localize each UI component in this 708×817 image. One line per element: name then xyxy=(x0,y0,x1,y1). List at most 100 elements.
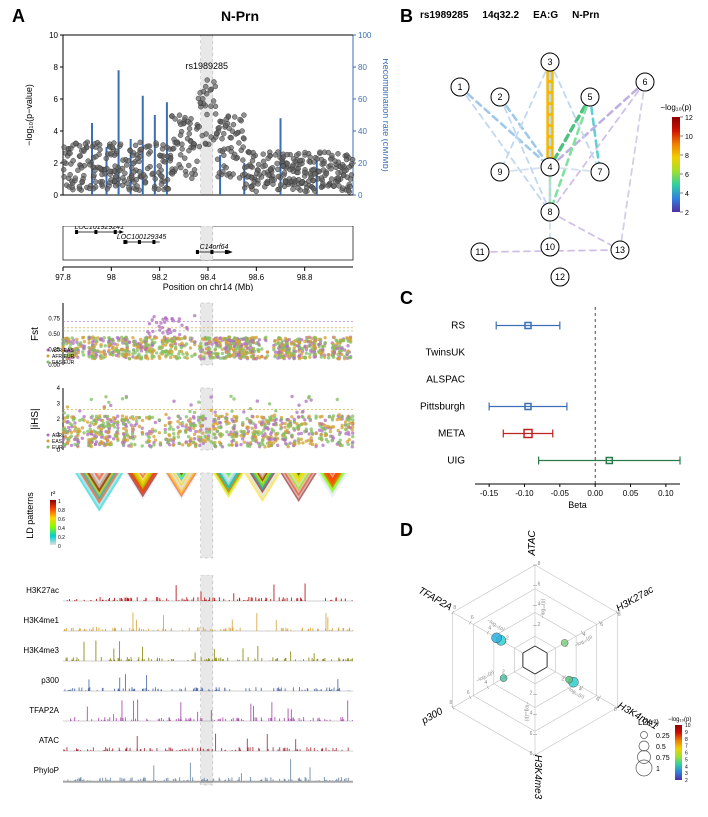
svg-text:0.00: 0.00 xyxy=(587,489,603,498)
svg-text:6: 6 xyxy=(596,697,599,703)
svg-text:8: 8 xyxy=(547,207,552,217)
svg-text:8: 8 xyxy=(685,737,688,743)
svg-text:2: 2 xyxy=(561,677,564,683)
x-axis: 97.89898.298.498.698.8Position on chr14 … xyxy=(18,263,388,291)
svg-text:LOC101929241: LOC101929241 xyxy=(75,226,125,231)
svg-text:LOC100129345: LOC100129345 xyxy=(117,234,167,241)
svg-text:2: 2 xyxy=(685,778,688,784)
svg-text:H3K4me1: H3K4me1 xyxy=(616,700,660,732)
svg-text:0.2: 0.2 xyxy=(58,535,65,541)
network-plot: 12345678910111213−log₁₀(p)24681012 xyxy=(400,22,700,297)
svg-text:2: 2 xyxy=(497,92,502,102)
svg-text:0.75: 0.75 xyxy=(48,317,60,323)
svg-text:H3K4me3: H3K4me3 xyxy=(532,755,543,800)
svg-text:rs1989285: rs1989285 xyxy=(186,61,229,71)
svg-text:−log₁₀(p−value): −log₁₀(p−value) xyxy=(24,84,34,146)
svg-text:6: 6 xyxy=(685,751,688,757)
svg-text:6: 6 xyxy=(530,731,533,737)
svg-text:8: 8 xyxy=(538,561,541,567)
svg-text:10: 10 xyxy=(545,242,555,252)
svg-text:6: 6 xyxy=(538,581,541,587)
svg-text:-0.10: -0.10 xyxy=(515,489,534,498)
svg-text:0: 0 xyxy=(358,191,363,200)
svg-text:5: 5 xyxy=(587,92,592,102)
svg-text:2: 2 xyxy=(685,210,689,217)
ihs-plot: |iHS|AFREASEUR01234 xyxy=(18,385,388,460)
svg-text:LD(r²): LD(r²) xyxy=(638,718,659,727)
svg-text:4: 4 xyxy=(547,162,552,172)
svg-text:-0.05: -0.05 xyxy=(551,489,570,498)
svg-text:8: 8 xyxy=(685,153,689,160)
svg-text:UIG: UIG xyxy=(447,456,465,467)
svg-text:4: 4 xyxy=(54,127,59,136)
svg-text:Beta: Beta xyxy=(568,500,587,510)
svg-text:r²: r² xyxy=(51,491,56,498)
svg-text:p300: p300 xyxy=(419,706,445,727)
svg-text:6: 6 xyxy=(600,622,603,628)
svg-text:6: 6 xyxy=(642,77,647,87)
svg-text:−log₁₀(p): −log₁₀(p) xyxy=(660,103,691,112)
svg-text:ALSPAC: ALSPAC xyxy=(426,375,465,386)
svg-text:97.8: 97.8 xyxy=(55,273,71,282)
svg-text:2: 2 xyxy=(57,417,61,423)
svg-text:−log₁₀(p): −log₁₀(p) xyxy=(540,599,546,619)
svg-text:0.00: 0.00 xyxy=(48,363,60,369)
svg-text:ATAC: ATAC xyxy=(39,736,59,745)
svg-text:7: 7 xyxy=(597,167,602,177)
svg-text:−log₁₀(p): −log₁₀(p) xyxy=(524,702,530,722)
epigenetic-tracks: H3K27acH3K4me1H3K4me3p300TFAP2AATACPhylo… xyxy=(18,575,388,810)
svg-text:6: 6 xyxy=(471,615,474,621)
svg-text:8: 8 xyxy=(453,605,456,611)
svg-text:0.8: 0.8 xyxy=(58,508,65,514)
svg-text:100: 100 xyxy=(358,31,372,40)
svg-text:PhyloP: PhyloP xyxy=(34,766,59,775)
radar-plot: 2468ATAC−log₁₀(p)2468H3K27ac−log₁₀(p)246… xyxy=(400,525,700,815)
svg-text:H3K4me1: H3K4me1 xyxy=(23,616,59,625)
panel-a-title: N-Prn xyxy=(140,8,340,24)
svg-text:Recombination rate (cM/Mb): Recombination rate (cM/Mb) xyxy=(381,58,388,172)
svg-text:0.25: 0.25 xyxy=(656,733,670,740)
svg-text:META: META xyxy=(438,429,465,440)
header-allele: EA:G xyxy=(533,10,558,21)
svg-text:13: 13 xyxy=(615,245,625,255)
svg-text:98.8: 98.8 xyxy=(297,273,313,282)
panel-b-header: rs1989285 14q32.2 EA:G N-Prn xyxy=(420,10,599,21)
svg-text:9: 9 xyxy=(685,730,688,736)
svg-text:80: 80 xyxy=(358,63,367,72)
header-locus: 14q32.2 xyxy=(482,10,519,21)
svg-text:0.25: 0.25 xyxy=(48,348,60,354)
svg-text:0.5: 0.5 xyxy=(656,744,666,751)
svg-text:3: 3 xyxy=(685,771,688,777)
svg-text:20: 20 xyxy=(358,159,367,168)
svg-text:7: 7 xyxy=(685,744,688,750)
svg-text:H3K27ac: H3K27ac xyxy=(615,584,656,614)
header-snp: rs1989285 xyxy=(420,10,468,21)
svg-text:12: 12 xyxy=(555,272,565,282)
svg-text:H3K27ac: H3K27ac xyxy=(26,586,59,595)
svg-text:p300: p300 xyxy=(41,676,59,685)
svg-text:0.75: 0.75 xyxy=(656,755,670,762)
svg-text:2: 2 xyxy=(54,159,59,168)
svg-text:Position on chr14 (Mb): Position on chr14 (Mb) xyxy=(163,282,254,291)
svg-text:|iHS|: |iHS| xyxy=(30,408,41,429)
svg-text:0.4: 0.4 xyxy=(58,526,65,532)
header-trait: N-Prn xyxy=(572,10,599,21)
svg-text:6: 6 xyxy=(54,95,59,104)
svg-text:RS: RS xyxy=(451,321,465,332)
svg-text:3: 3 xyxy=(57,402,61,408)
ld-plot: LD patternsr²10.80.60.40.20 xyxy=(18,470,388,565)
svg-text:1: 1 xyxy=(58,499,61,505)
panel-a-label: A xyxy=(12,6,25,27)
svg-text:C14orf64: C14orf64 xyxy=(200,244,229,251)
svg-text:1: 1 xyxy=(457,82,462,92)
svg-text:5: 5 xyxy=(685,757,688,763)
svg-text:98.4: 98.4 xyxy=(200,273,216,282)
svg-text:9: 9 xyxy=(497,167,502,177)
svg-text:4: 4 xyxy=(57,386,61,392)
svg-text:0.05: 0.05 xyxy=(623,489,639,498)
svg-text:10: 10 xyxy=(685,134,693,141)
svg-text:LD patterns: LD patterns xyxy=(25,492,35,539)
svg-text:10: 10 xyxy=(685,723,691,729)
svg-text:60: 60 xyxy=(358,95,367,104)
svg-text:11: 11 xyxy=(475,247,484,257)
